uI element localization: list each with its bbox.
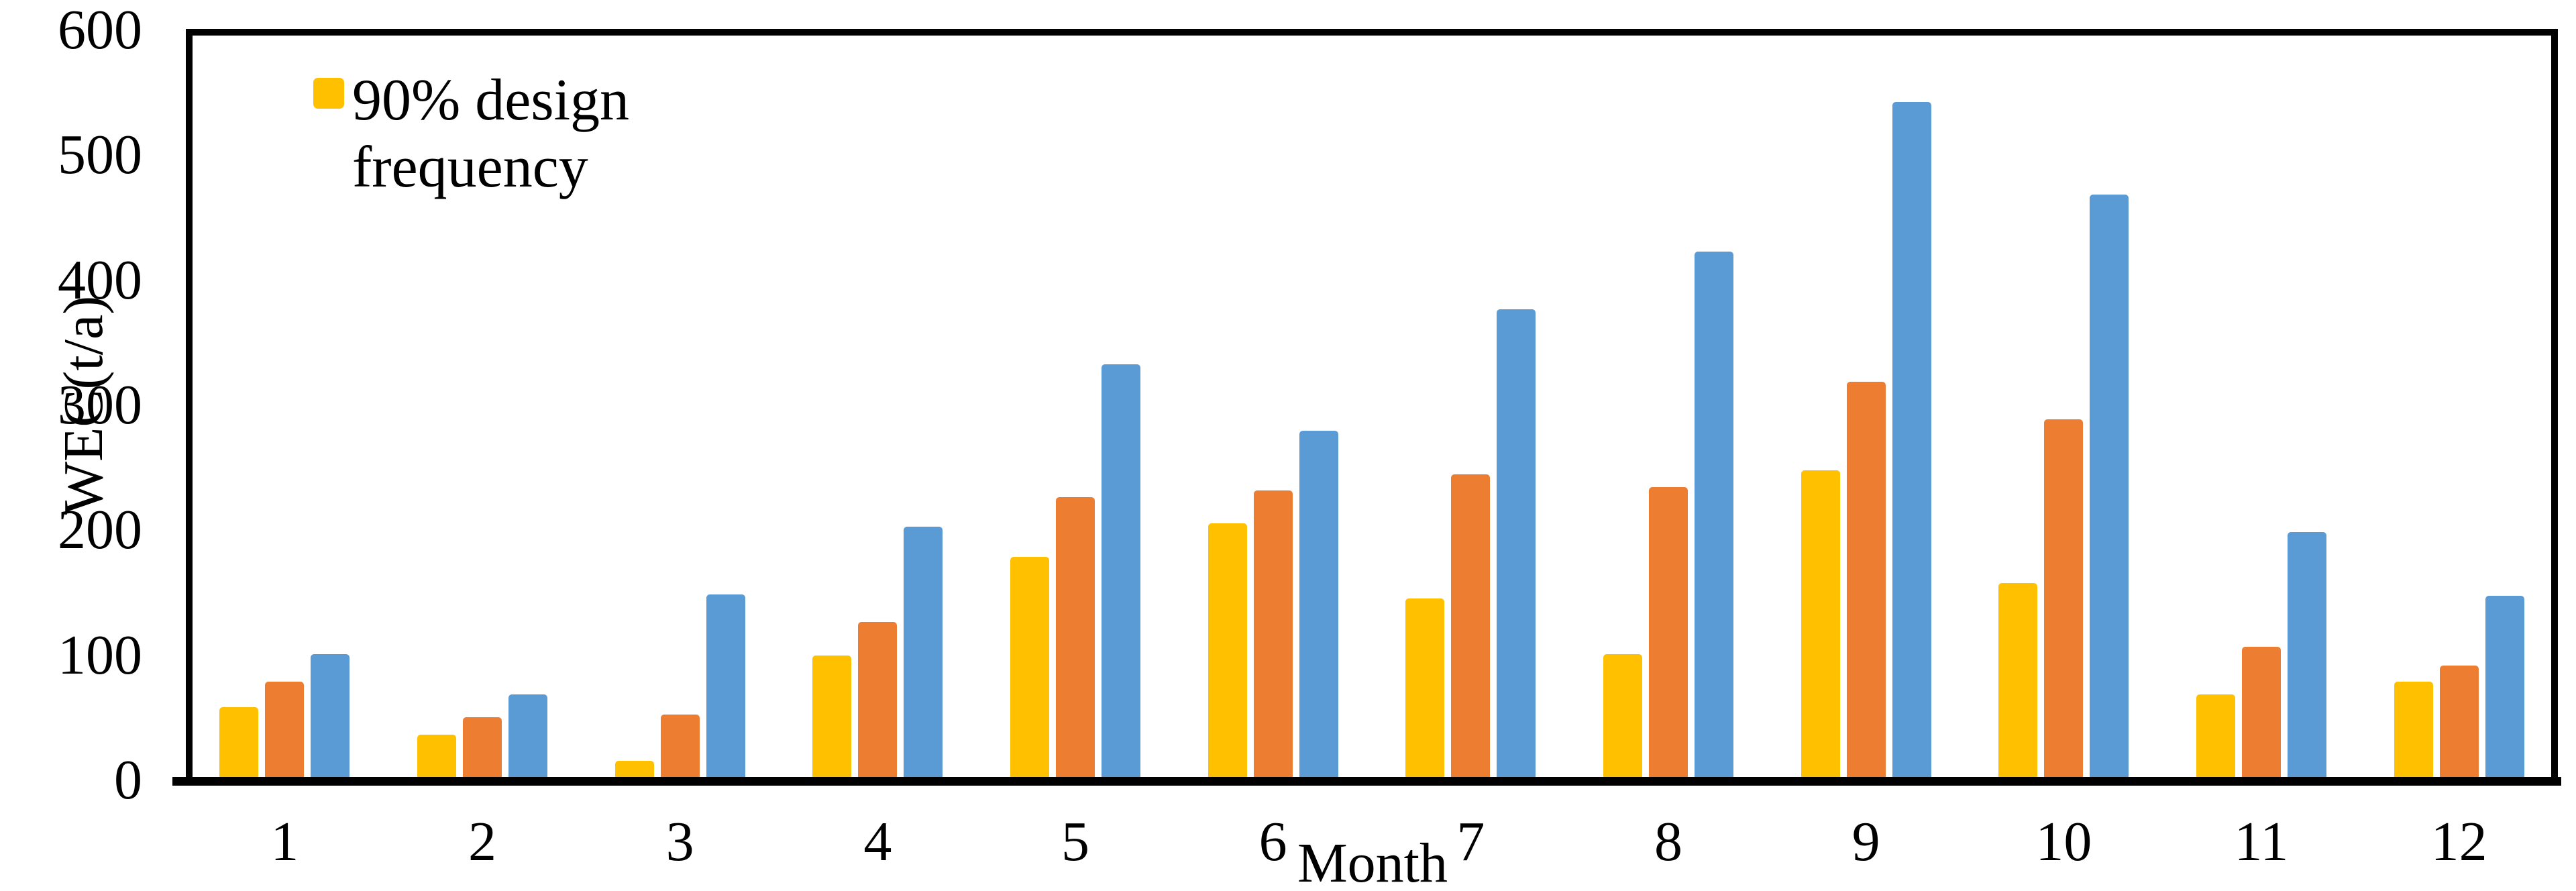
x-tick-label-8: 8 (1654, 810, 1682, 873)
x-tick-label-4: 4 (863, 810, 892, 873)
plot-border (186, 29, 2558, 777)
bar-month7-series2 (1451, 474, 1491, 777)
y-tick-label-0: 0 (114, 749, 142, 811)
bar-month3-series2 (660, 715, 700, 777)
bar-month1-series2 (265, 682, 305, 777)
x-axis-title: Month (1297, 832, 1448, 891)
x-tick-label-6: 6 (1258, 810, 1287, 873)
bar-month12-series1 (2394, 682, 2433, 777)
legend-label-line2: frequency (352, 135, 588, 200)
bar-month10-series2 (2044, 419, 2084, 777)
bar-month12-series3 (2485, 596, 2524, 777)
x-tick-label-7: 7 (1456, 810, 1485, 873)
x-tick-label-10: 10 (2035, 810, 2092, 873)
bar-month1-series3 (311, 654, 350, 777)
bar-month3-series1 (614, 761, 654, 777)
legend: 90% design frequency (313, 67, 629, 201)
bar-month9-series2 (1846, 382, 1886, 777)
bar-month6-series2 (1253, 490, 1293, 777)
bar-month9-series3 (1892, 102, 1931, 777)
bar-month2-series3 (508, 694, 547, 777)
bar-month11-series2 (2242, 647, 2281, 777)
x-axis-line (172, 777, 2561, 786)
bar-month2-series2 (463, 717, 502, 777)
bar-month5-series3 (1102, 364, 1140, 777)
x-tick-label-2: 2 (468, 810, 496, 873)
bar-month9-series1 (1801, 470, 1840, 777)
bar-month11-series3 (2288, 532, 2326, 777)
y-tick-label-300: 300 (58, 374, 142, 436)
bar-month7-series1 (1405, 598, 1445, 777)
x-tick-label-1: 1 (270, 810, 299, 873)
bar-month3-series3 (706, 594, 745, 777)
bar-month8-series1 (1603, 654, 1642, 777)
bar-month6-series3 (1299, 431, 1338, 777)
legend-swatch-icon (313, 78, 344, 109)
bar-month8-series2 (1649, 487, 1688, 777)
legend-label: 90% design frequency (352, 67, 629, 201)
x-tick-label-5: 5 (1061, 810, 1089, 873)
bar-month11-series1 (2196, 694, 2235, 777)
bar-month4-series3 (904, 527, 943, 777)
bar-month1-series1 (219, 707, 259, 777)
x-tick-label-12: 12 (2430, 810, 2487, 873)
bar-month5-series1 (1010, 557, 1049, 777)
bar-month7-series3 (1497, 309, 1536, 777)
x-tick-label-11: 11 (2234, 810, 2289, 873)
x-tick-label-9: 9 (1851, 810, 1880, 873)
bar-month6-series1 (1208, 523, 1247, 777)
bar-month4-series1 (812, 656, 852, 777)
y-tick-label-200: 200 (58, 499, 142, 562)
bar-month10-series3 (2090, 195, 2129, 777)
y-tick-label-100: 100 (58, 623, 142, 686)
bar-month5-series2 (1056, 497, 1095, 777)
x-tick-label-3: 3 (665, 810, 694, 873)
bar-month4-series2 (858, 622, 898, 777)
y-tick-label-600: 600 (58, 0, 142, 62)
bar-month8-series3 (1695, 252, 1733, 777)
bar-month12-series2 (2439, 666, 2479, 777)
y-tick-label-400: 400 (58, 248, 142, 311)
bar-month2-series1 (417, 735, 456, 777)
bar-month10-series1 (1998, 583, 2038, 777)
legend-label-line1: 90% design (352, 68, 630, 133)
y-tick-label-500: 500 (58, 123, 142, 187)
